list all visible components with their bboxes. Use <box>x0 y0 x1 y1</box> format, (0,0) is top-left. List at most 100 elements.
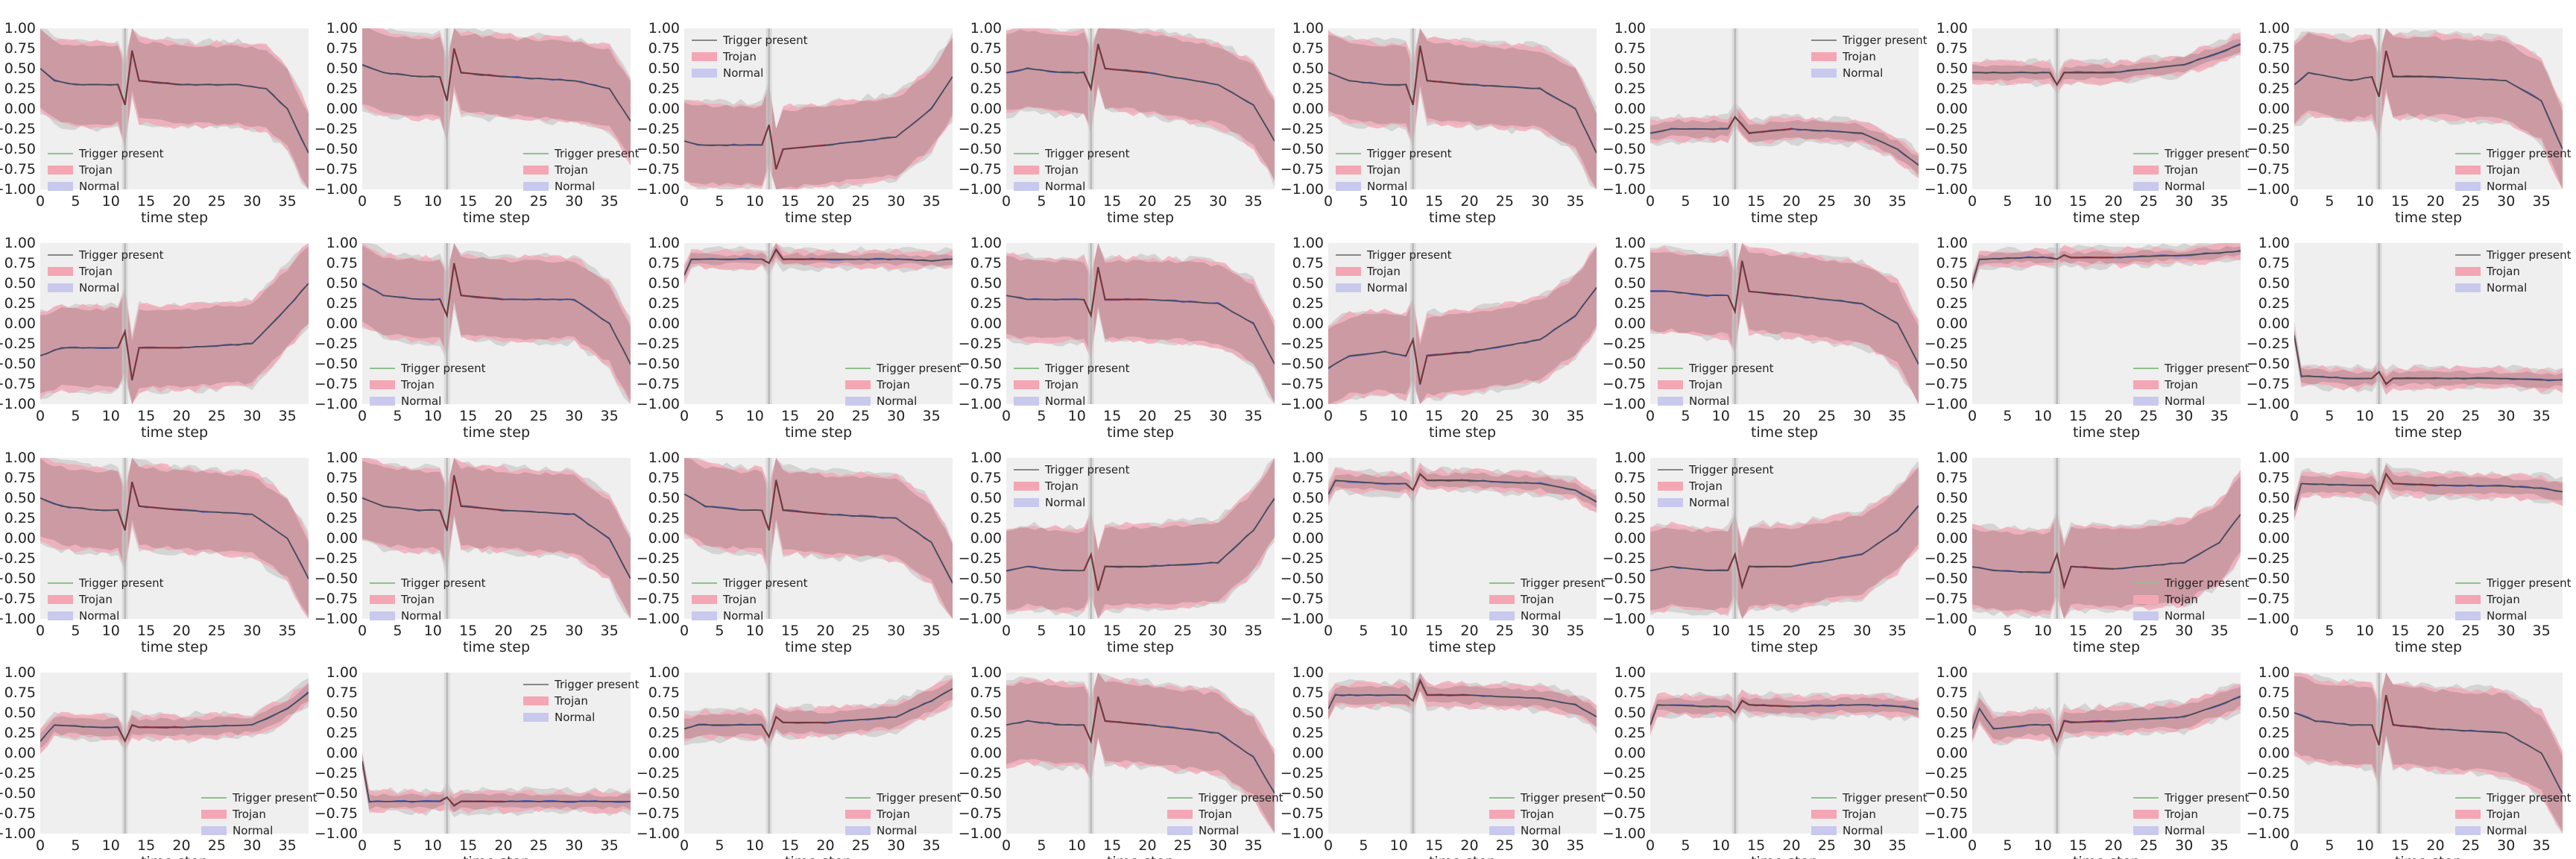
x-axis-label: time step <box>141 854 208 859</box>
subplot-svg: 1.00 0.75 0.50 0.25 0.00 −0.25 −0.50 −0.75 −1.00… <box>959 235 1275 441</box>
y-tick-label: 0.25 <box>970 81 1002 97</box>
y-tick-label: 1.00 <box>4 664 36 681</box>
y-tick-label: 0.00 <box>2258 530 2290 547</box>
y-tick-label: 0.50 <box>2258 705 2290 721</box>
x-tick-label: 0 <box>1002 623 1011 639</box>
trigger-band <box>443 28 450 189</box>
trigger-band <box>2375 28 2382 189</box>
y-tick-label: 0.50 <box>1936 275 1968 292</box>
legend-normal-label: Normal <box>401 394 441 408</box>
x-tick-label: 25 <box>1818 408 1836 424</box>
y-tick-label: 0.50 <box>326 275 358 292</box>
y-tick-label: 0.25 <box>1292 725 1324 741</box>
x-tick-label: 25 <box>2140 837 2158 854</box>
y-tick-label: −1.00 <box>0 825 36 842</box>
y-tick-label: 0.50 <box>1614 60 1646 77</box>
subplot-6: 1.00 0.75 0.50 0.25 0.00 −0.25 −0.50 −0.75 −1.00… <box>1603 0 1932 226</box>
legend-trigger-label: Trigger present <box>78 248 164 262</box>
x-tick-label: 15 <box>2391 623 2409 639</box>
legend: Trigger present Trojan Normal <box>1811 791 1928 837</box>
trigger-band <box>1409 28 1416 189</box>
y-tick-label: −0.25 <box>1925 765 1968 781</box>
y-tick-label: 0.00 <box>648 101 680 117</box>
trigger-band <box>765 458 772 619</box>
trigger-band <box>121 243 128 404</box>
legend-trigger-label: Trigger present <box>2164 362 2250 375</box>
legend: Trigger present Trojan Normal <box>48 576 164 623</box>
legend-trigger-label: Trigger present <box>1688 463 1774 476</box>
subplot-9: 1.00 0.75 0.50 0.25 0.00 −0.25 −0.50 −0.75 −1.00… <box>0 215 322 441</box>
subplot-svg: 1.00 0.75 0.50 0.25 0.00 −0.25 −0.50 −0.75 −1.00… <box>315 664 640 859</box>
y-tick-label: −0.75 <box>1925 376 1968 392</box>
y-tick-label: 0.50 <box>4 490 36 506</box>
x-axis-label: time step <box>463 210 530 226</box>
x-axis-label: time step <box>141 424 208 441</box>
y-tick-label: −1.00 <box>959 181 1002 198</box>
x-tick-label: 0 <box>1002 408 1011 424</box>
subplot-svg: 1.00 0.75 0.50 0.25 0.00 −0.25 −0.50 −0.75 −1.00… <box>1281 20 1597 226</box>
y-tick-label: −0.25 <box>1603 550 1646 567</box>
x-tick-label: 10 <box>102 408 120 424</box>
plot-content <box>1650 28 1919 189</box>
x-tick-label: 30 <box>2175 837 2193 854</box>
legend: Trigger present Trojan Normal <box>1167 791 1284 837</box>
x-tick-label: 25 <box>2462 623 2480 639</box>
y-tick-label: −0.25 <box>637 765 680 781</box>
legend: Trigger present Trojan Normal <box>2455 147 2572 193</box>
y-tick-label: −0.25 <box>637 550 680 567</box>
legend-normal-swatch <box>370 397 395 406</box>
y-tick-label: −0.75 <box>0 161 36 177</box>
legend-trojan-label: Trojan <box>1198 808 1232 821</box>
y-tick-label: 0.50 <box>1936 705 1968 721</box>
y-tick-label: 0.75 <box>4 255 36 271</box>
plot-area <box>1650 28 1919 189</box>
x-tick-label: 10 <box>2034 623 2052 639</box>
trigger-band <box>2375 243 2382 404</box>
x-tick-label: 30 <box>1853 408 1871 424</box>
y-tick-label: −0.50 <box>637 141 680 157</box>
y-tick-label: 1.00 <box>4 20 36 37</box>
legend-normal-swatch <box>2133 397 2159 406</box>
legend-normal-swatch <box>48 182 73 191</box>
x-axis-label: time step <box>1751 854 1818 859</box>
mean-line <box>2294 695 2563 794</box>
y-tick-label: 0.50 <box>970 60 1002 77</box>
legend-normal-swatch <box>1014 498 1039 507</box>
legend-normal-label: Normal <box>877 394 917 408</box>
x-tick-label: 0 <box>2290 623 2299 639</box>
subplot-svg: 1.00 0.75 0.50 0.25 0.00 −0.25 −0.50 −0.75 −1.00… <box>315 450 631 655</box>
x-tick-label: 0 <box>1646 837 1655 854</box>
overlap-band <box>1972 39 2241 90</box>
y-tick-label: 0.00 <box>4 315 36 332</box>
overlap-band <box>1972 475 2241 619</box>
y-tick-label: −0.75 <box>959 805 1002 822</box>
x-tick-label: 20 <box>2104 623 2122 639</box>
x-tick-label: 30 <box>565 408 583 424</box>
y-tick-label: −0.25 <box>1603 121 1646 137</box>
y-tick-label: 1.00 <box>326 235 358 251</box>
x-tick-label: 20 <box>494 623 512 639</box>
y-tick-label: −1.00 <box>637 396 680 412</box>
y-tick-label: −0.50 <box>637 570 680 587</box>
subplot-svg: 1.00 0.75 0.50 0.25 0.00 −0.25 −0.50 −0.75 −1.00… <box>1925 235 2250 441</box>
x-tick-label: 15 <box>1747 193 1765 210</box>
x-tick-label: 35 <box>1244 623 1262 639</box>
x-tick-label: 25 <box>1496 623 1514 639</box>
overlap-band <box>1328 28 1597 189</box>
x-tick-label: 0 <box>36 837 45 854</box>
y-tick-label: −0.75 <box>315 376 358 392</box>
x-tick-label: 35 <box>1244 193 1262 210</box>
y-tick-label: −1.00 <box>315 611 358 627</box>
y-tick-label: −0.75 <box>1603 161 1646 177</box>
y-tick-label: 1.00 <box>4 235 36 251</box>
legend: Trigger present Trojan Normal <box>370 362 486 408</box>
plot-content <box>1650 458 1919 619</box>
y-tick-label: 0.50 <box>326 60 358 77</box>
mean-line <box>2294 336 2563 386</box>
x-tick-label: 25 <box>1818 623 1836 639</box>
legend-trojan-swatch <box>1336 267 1361 276</box>
subplot-svg: 1.00 0.75 0.50 0.25 0.00 −0.25 −0.50 −0.75 −1.00… <box>2247 20 2572 226</box>
mean-line <box>684 76 953 170</box>
y-tick-label: 0.00 <box>1936 101 1968 117</box>
legend-normal-swatch <box>1014 182 1039 191</box>
